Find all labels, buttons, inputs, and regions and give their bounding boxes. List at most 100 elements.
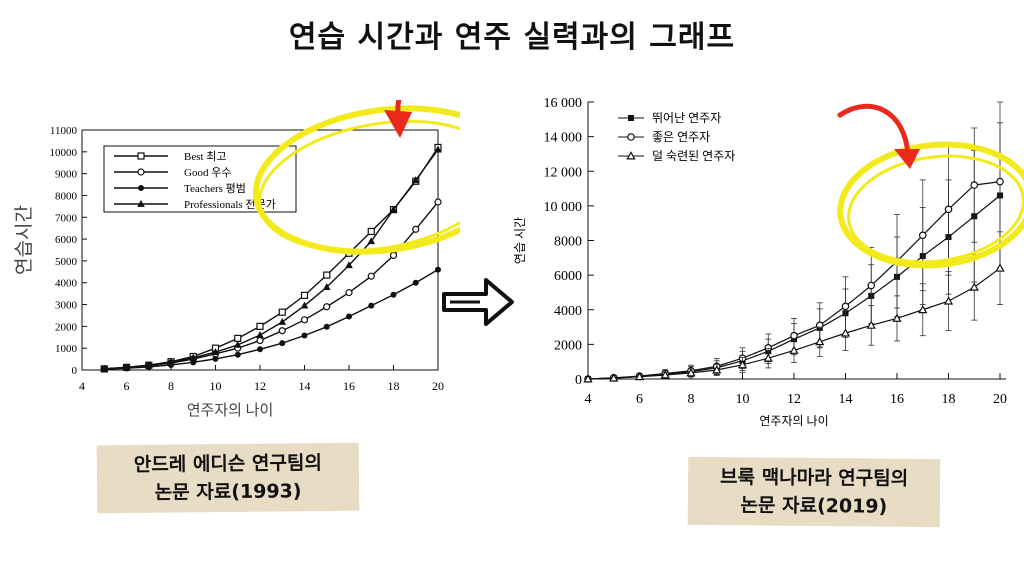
legend-box [103,145,297,213]
series-2-point [892,313,902,322]
legend-marker [628,115,634,121]
series-2-point [412,279,419,286]
series-0-point [367,227,375,236]
series-1-point [412,225,420,233]
highlight-ellipse [837,141,1024,269]
y-tick-label: 4000 [55,278,78,290]
y-tick-label: 0 [575,373,582,388]
series-1-point [256,336,264,345]
series-3-point [345,261,353,269]
page-title: 연습 시간과 연주 실력과의 그래프 [288,20,736,55]
legend-label: Good 우수 [184,166,231,179]
series-line-3 [104,149,439,370]
series-2-point [346,313,352,320]
highlight-ellipse [252,105,460,255]
y-tick-label: 4000 [554,304,582,319]
x-tick-label: 4 [79,379,85,393]
x-tick-label: 12 [254,379,266,393]
series-3-point [300,301,309,309]
x-tick-label: 12 [787,392,801,407]
legend-label: 뛰어난 연주자 [652,111,721,125]
legend-label: 덜 숙련된 연주자 [652,149,735,163]
series-1-point [867,281,876,290]
series-0-point [234,334,242,342]
series-0-point [278,308,286,316]
series-1-point [345,288,353,297]
series-2-point [257,346,263,353]
x-tick-label: 18 [388,379,400,393]
series-2-point [840,328,851,337]
series-0-point [256,322,264,330]
series-2-point [190,359,197,366]
legend-marker [627,133,635,141]
legend-label: Professionals 전문가 [184,198,276,211]
y-tick-label: 2000 [554,338,582,353]
red-arrow-icon [837,103,911,158]
series-2-point [301,332,308,339]
highlight-ellipse [847,154,1024,264]
red-arrowhead-icon [384,110,412,138]
y-tick-label: 10 000 [544,200,583,215]
series-2-point [609,373,619,382]
series-3-point [367,237,376,245]
series-3-point [389,205,398,213]
legend-label: Best 최고 [184,150,227,163]
x-tick-label: 6 [636,392,643,407]
legend-marker [138,185,144,191]
x-tick-label: 20 [432,379,444,393]
caption-left-line2: 논문 자료(1993) [154,480,302,504]
series-1-point [944,205,953,214]
series-3-point [144,361,153,369]
series-2-point [815,336,825,346]
series-2-point [763,353,773,362]
legend-marker [137,168,145,176]
series-3-point [211,348,220,356]
series-2-point [918,304,928,314]
series-2-point [943,296,954,305]
series-2-point [390,291,397,298]
y-tick-label: 16 000 [544,96,583,111]
series-2-point [737,359,748,369]
highlight-ellipse [257,119,460,253]
series-line-2 [104,269,439,370]
right-chart: 0 2000 4000 6000 8000 10 000 12 000 14 000 16 00… [513,96,1024,428]
series-2-point [660,370,670,379]
x-tick-label: 6 [124,379,130,393]
series-2-point [279,340,286,347]
legend-label: Teachers 평범 [184,182,246,195]
series-3-point [100,364,109,372]
series-2-point [686,368,696,377]
series-3-point [189,353,198,361]
series-1-point [367,272,375,280]
series-2-point [583,374,593,383]
series-3-point [122,363,131,371]
legend-marker [626,151,636,160]
caption-right: 브룩 맥나마라 연구팀의 논문 자료(2019) [687,456,941,528]
y-tick-label: 9000 [55,169,78,181]
left-chart: 0 1000 2000 3000 4000 5000 6000 7000 8000 9000 100… [13,100,460,419]
series-3-point [167,358,175,366]
y-tick-label: 12 000 [544,165,583,180]
series-1-point [918,231,927,240]
x-axis-label: 연주자의 나이 [187,402,274,419]
red-arrowhead-icon [894,149,920,169]
y-axis-label: 연습 시간 [513,217,527,264]
caption-right-line1: 브룩 맥나마라 연구팀의 [720,466,909,490]
y-tick-label: 8000 [55,190,78,202]
series-2-point [368,302,375,309]
series-2-point [323,323,330,330]
series-2-point [995,263,1005,272]
y-tick-label: 6000 [55,234,78,246]
series-3-point [322,283,331,290]
series-2-point [969,282,979,291]
series-1-point [996,177,1004,186]
y-tick-label: 10000 [50,147,78,159]
right-arrow-icon [442,278,514,326]
series-0-point [300,291,309,299]
caption-right-line2: 논문 자료(2019) [740,494,888,518]
series-2-point [234,351,241,358]
x-tick-label: 14 [299,379,311,393]
series-1-point [323,303,331,311]
series-2-point [866,320,876,329]
x-tick-label: 16 [890,392,904,407]
